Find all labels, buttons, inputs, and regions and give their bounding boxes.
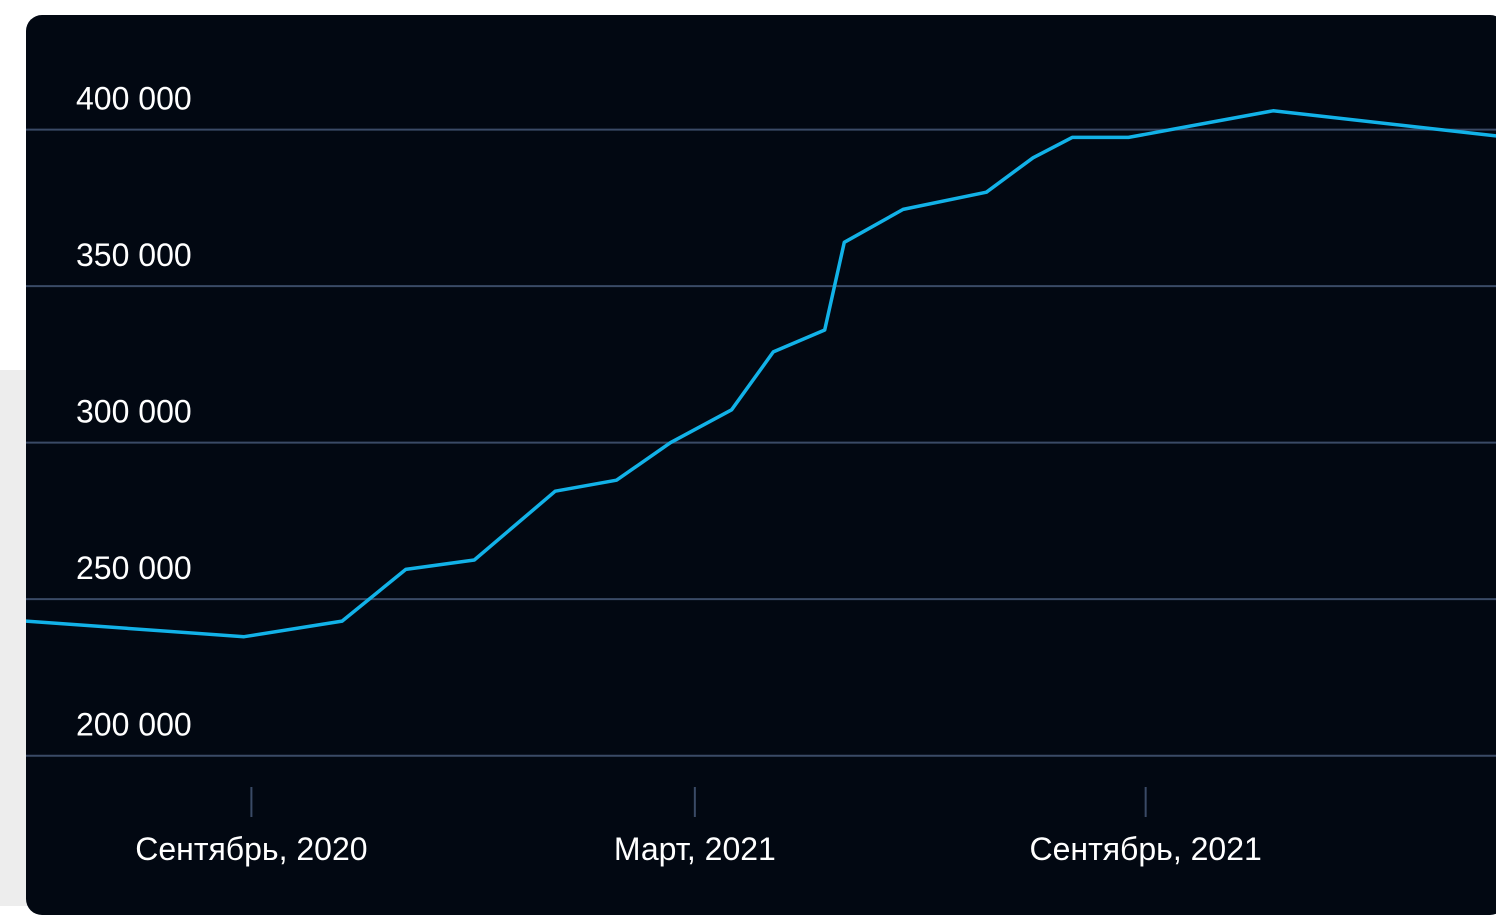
y-tick-label: 200 000: [76, 707, 192, 743]
y-tick-label: 400 000: [76, 81, 192, 117]
grid-lines: [26, 128, 1496, 757]
x-tick-label: Сентябрь, 2020: [135, 831, 367, 867]
y-tick-label: 300 000: [76, 394, 192, 430]
x-tick-label: Сентябрь, 2021: [1029, 831, 1261, 867]
y-tick-label: 250 000: [76, 550, 192, 586]
series-line: [26, 109, 1496, 639]
x-axis-labels: Сентябрь, 2020 Март, 2021 Сентябрь, 2021: [135, 831, 1262, 867]
y-axis-labels: 400 000 350 000 300 000 250 000 200 000: [76, 81, 192, 743]
series-line-group: [26, 109, 1496, 639]
x-axis: [250, 787, 1147, 817]
chart-card: [26, 15, 1496, 915]
y-tick-label: 350 000: [76, 237, 192, 273]
x-tick-label: Март, 2021: [614, 831, 776, 867]
